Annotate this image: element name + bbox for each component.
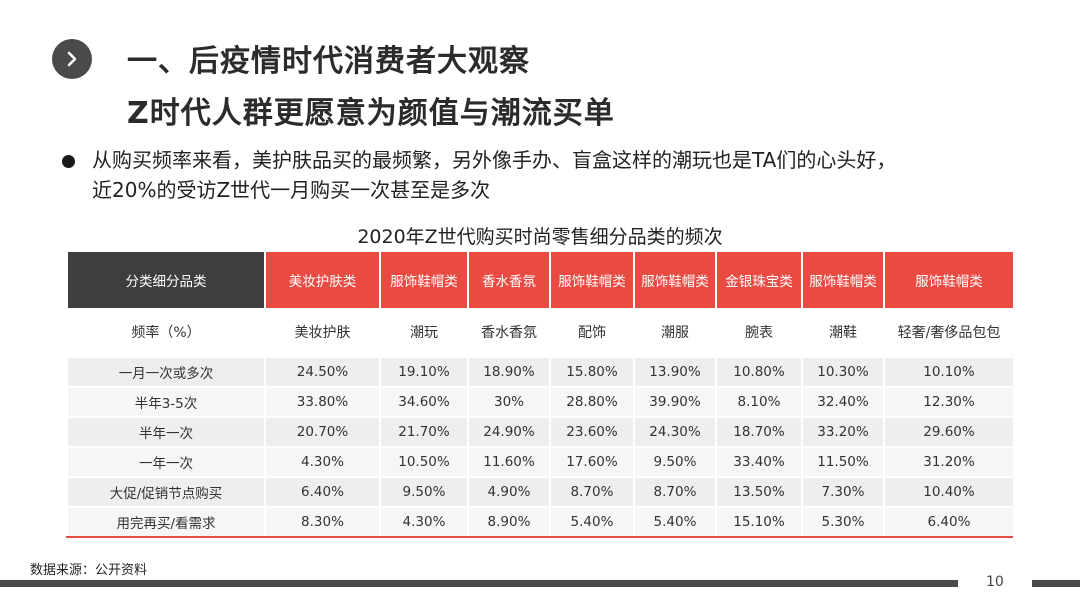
table-cell: 5.40% — [551, 506, 633, 536]
table-body: 一月一次或多次 24.50% 19.10% 18.90% 15.80% 13.9… — [68, 356, 1013, 536]
category-header: 服饰鞋帽类 — [551, 252, 633, 308]
table-row: 半年3-5次 33.80% 34.60% 30% 28.80% 39.90% 8… — [68, 386, 1013, 416]
table-row: 一月一次或多次 24.50% 19.10% 18.90% 15.80% 13.9… — [68, 356, 1013, 386]
table-cell: 24.30% — [635, 416, 715, 446]
table-cell: 11.50% — [803, 446, 883, 476]
table-cell: 13.90% — [635, 356, 715, 386]
table-cell: 9.50% — [635, 446, 715, 476]
category-header: 服饰鞋帽类 — [803, 252, 883, 308]
table-row: 用完再买/看需求 8.30% 4.30% 8.90% 5.40% 5.40% 1… — [68, 506, 1013, 536]
table-cell: 28.80% — [551, 386, 633, 416]
row-label: 一年一次 — [68, 446, 264, 476]
footer-divider — [0, 580, 958, 587]
footer-divider-right — [1032, 580, 1080, 587]
table-cell: 6.40% — [885, 506, 1013, 536]
table-title: 2020年Z世代购买时尚零售细分品类的频次 — [357, 226, 723, 248]
table-cell: 39.90% — [635, 386, 715, 416]
table-cell: 18.70% — [717, 416, 801, 446]
page-title: 一、后疫情时代消费者大观察 — [127, 44, 530, 79]
table-row: 一年一次 4.30% 10.50% 11.60% 17.60% 9.50% 33… — [68, 446, 1013, 476]
table-cell: 4.30% — [381, 506, 467, 536]
table-cell: 18.90% — [469, 356, 549, 386]
subcategory-cell: 腕表 — [717, 308, 801, 356]
next-section-button[interactable] — [52, 39, 92, 79]
table-cell: 34.60% — [381, 386, 467, 416]
table-cell: 21.70% — [381, 416, 467, 446]
table-subheader-row: 频率（%） 美妆护肤 潮玩 香水香氛 配饰 潮服 腕表 潮鞋 轻奢/奢侈品包包 — [68, 308, 1013, 356]
table-cell: 15.10% — [717, 506, 801, 536]
table-cell: 5.30% — [803, 506, 883, 536]
table-cell: 31.20% — [885, 446, 1013, 476]
table-cell: 15.80% — [551, 356, 633, 386]
subcategory-cell: 潮玩 — [381, 308, 467, 356]
table-cell: 10.50% — [381, 446, 467, 476]
table-cell: 5.40% — [635, 506, 715, 536]
table-header-row: 分类细分品类 美妆护肤类 服饰鞋帽类 香水香氛 服饰鞋帽类 服饰鞋帽类 金银珠宝… — [68, 252, 1013, 308]
table-cell: 10.30% — [803, 356, 883, 386]
table-cell: 11.60% — [469, 446, 549, 476]
table-cell: 29.60% — [885, 416, 1013, 446]
table-cell: 10.10% — [885, 356, 1013, 386]
category-header: 服饰鞋帽类 — [381, 252, 467, 308]
table-cell: 33.80% — [266, 386, 379, 416]
table-row: 半年一次 20.70% 21.70% 24.90% 23.60% 24.30% … — [68, 416, 1013, 446]
table-cell: 13.50% — [717, 476, 801, 506]
table-cell: 17.60% — [551, 446, 633, 476]
page-number: 10 — [986, 574, 1004, 590]
category-header: 美妆护肤类 — [266, 252, 379, 308]
table-cell: 24.90% — [469, 416, 549, 446]
row-label: 半年3-5次 — [68, 386, 264, 416]
table-cell: 8.70% — [635, 476, 715, 506]
row-label: 半年一次 — [68, 416, 264, 446]
table-cell: 8.70% — [551, 476, 633, 506]
table-cell: 8.10% — [717, 386, 801, 416]
table-cell: 33.40% — [717, 446, 801, 476]
table-cell: 19.10% — [381, 356, 467, 386]
header-cell: 分类细分品类 — [68, 252, 264, 308]
subheader-cell: 频率（%） — [68, 308, 264, 356]
table-cell: 32.40% — [803, 386, 883, 416]
table-bottom-rule — [66, 536, 1013, 538]
subcategory-cell: 配饰 — [551, 308, 633, 356]
subcategory-cell: 美妆护肤 — [266, 308, 379, 356]
category-header: 金银珠宝类 — [717, 252, 801, 308]
table-cell: 6.40% — [266, 476, 379, 506]
table-cell: 8.90% — [469, 506, 549, 536]
table-cell: 10.80% — [717, 356, 801, 386]
table-cell: 9.50% — [381, 476, 467, 506]
category-header: 服饰鞋帽类 — [635, 252, 715, 308]
table-cell: 7.30% — [803, 476, 883, 506]
table-cell: 24.50% — [266, 356, 379, 386]
chevron-right-icon — [67, 51, 77, 67]
table-cell: 33.20% — [803, 416, 883, 446]
category-header: 服饰鞋帽类 — [885, 252, 1013, 308]
row-label: 大促/促销节点购买 — [68, 476, 264, 506]
row-label: 用完再买/看需求 — [68, 506, 264, 536]
table-row: 大促/促销节点购买 6.40% 9.50% 4.90% 8.70% 8.70% … — [68, 476, 1013, 506]
row-label: 一月一次或多次 — [68, 356, 264, 386]
table-cell: 4.90% — [469, 476, 549, 506]
subcategory-cell: 潮服 — [635, 308, 715, 356]
table-cell: 23.60% — [551, 416, 633, 446]
table-cell: 4.30% — [266, 446, 379, 476]
page-subtitle: Z时代人群更愿意为颜值与潮流买单 — [127, 96, 615, 131]
table-cell: 30% — [469, 386, 549, 416]
table-cell: 12.30% — [885, 386, 1013, 416]
bullet-line-2: 近20%的受访Z世代一月购买一次甚至是多次 — [92, 178, 491, 202]
bullet-icon — [62, 155, 75, 168]
subcategory-cell: 香水香氛 — [469, 308, 549, 356]
table-cell: 10.40% — [885, 476, 1013, 506]
table-cell: 8.30% — [266, 506, 379, 536]
data-source: 数据来源：公开资料 — [30, 563, 148, 578]
subcategory-cell: 轻奢/奢侈品包包 — [885, 308, 1013, 356]
bullet-line-1: 从购买频率来看，美护肤品买的最频繁，另外像手办、盲盒这样的潮玩也是TA们的心头好… — [92, 148, 897, 172]
table-cell: 20.70% — [266, 416, 379, 446]
frequency-table: 分类细分品类 美妆护肤类 服饰鞋帽类 香水香氛 服饰鞋帽类 服饰鞋帽类 金银珠宝… — [66, 252, 1015, 536]
subcategory-cell: 潮鞋 — [803, 308, 883, 356]
category-header: 香水香氛 — [469, 252, 549, 308]
bullet-text: 从购买频率来看，美护肤品买的最频繁，另外像手办、盲盒这样的潮玩也是TA们的心头好… — [92, 145, 1032, 205]
